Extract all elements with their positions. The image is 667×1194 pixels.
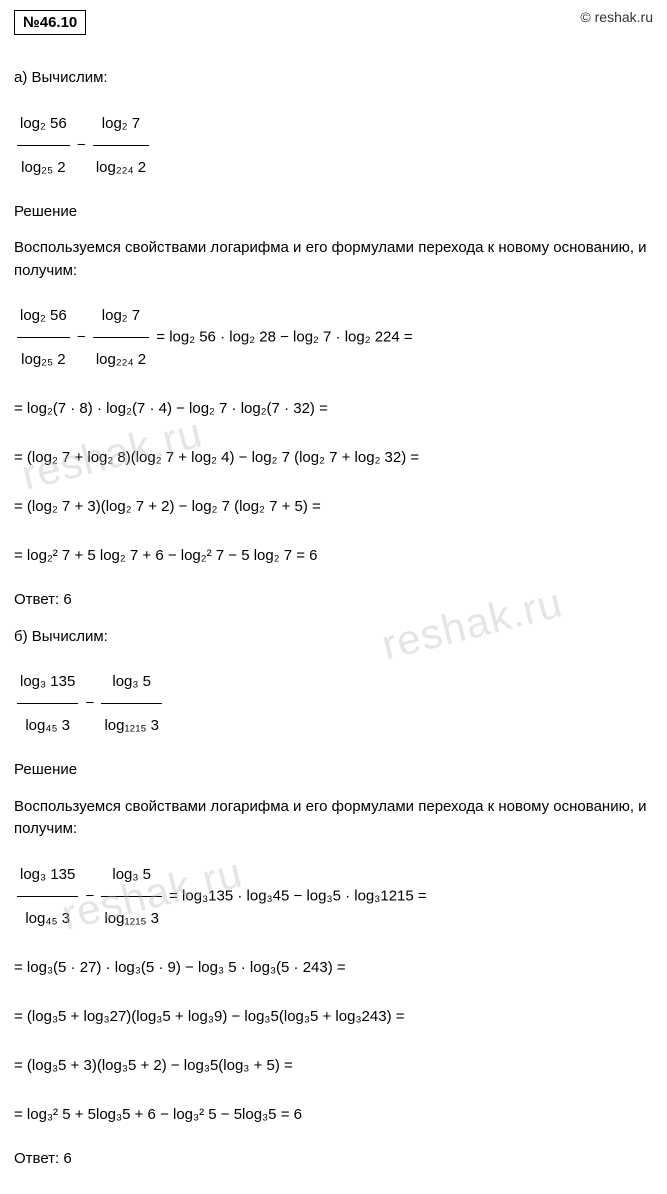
a-step2: = log₂(7 · 8) · log₂(7 · 4) − log₂ 7 · l… bbox=[14, 389, 653, 428]
b-step1-frac2-num: log₃ 5 bbox=[101, 855, 162, 896]
a-prompt: а) Вычислим: bbox=[14, 67, 653, 90]
b-answer: Ответ: 6 bbox=[14, 1148, 653, 1171]
b-step5: = log₃² 5 + 5log₃5 + 6 − log₃² 5 − 5log₃… bbox=[14, 1095, 653, 1134]
a-step4: = (log₂ 7 + 3)(log₂ 7 + 2) − log₂ 7 (log… bbox=[14, 487, 653, 526]
b-step1-rhs: = log₃135 · log₃45 − log₃5 · log₃1215 = bbox=[169, 887, 427, 904]
b-solution-label: Решение bbox=[14, 759, 653, 782]
b-step1: log₃ 135 log₄₅ 3 − log₃ 5 log₁₂₁₅ 3 = lo… bbox=[14, 855, 653, 938]
b-step1-frac2: log₃ 5 log₁₂₁₅ 3 bbox=[101, 855, 162, 938]
a-frac1: log₂ 56 log₂₅ 2 bbox=[17, 104, 70, 187]
page: №46.10 © reshak.ru а) Вычислим: log₂ 56 … bbox=[0, 0, 667, 1194]
a-frac1-den: log₂₅ 2 bbox=[17, 145, 70, 187]
b-frac2-num: log₃ 5 bbox=[101, 662, 162, 703]
a-step1: log₂ 56 log₂₅ 2 − log₂ 7 log₂₂₄ 2 = log₂… bbox=[14, 296, 653, 379]
a-step1-rhs: = log₂ 56 · log₂ 28 − log₂ 7 · log₂ 224 … bbox=[156, 328, 412, 345]
a-solution-label: Решение bbox=[14, 201, 653, 224]
b-step4: = (log₃5 + 3)(log₃5 + 2) − log₃5(log₃ + … bbox=[14, 1046, 653, 1085]
b-solution-text: Воспользуемся свойствами логарифма и его… bbox=[14, 796, 653, 841]
a-frac2-num: log₂ 7 bbox=[93, 104, 149, 145]
a-answer: Ответ: 6 bbox=[14, 589, 653, 612]
copyright: © reshak.ru bbox=[580, 9, 653, 25]
a-expression: log₂ 56 log₂₅ 2 − log₂ 7 log₂₂₄ 2 bbox=[14, 104, 653, 187]
problem-number-box: №46.10 bbox=[14, 10, 86, 35]
a-step1-frac1: log₂ 56 log₂₅ 2 bbox=[17, 296, 70, 379]
a-step1-frac2-num: log₂ 7 bbox=[93, 296, 149, 337]
a-step1-frac2-den: log₂₂₄ 2 bbox=[93, 337, 149, 379]
b-minus: − bbox=[86, 694, 99, 711]
problem-number: №46.10 bbox=[23, 14, 77, 31]
a-step1-frac1-num: log₂ 56 bbox=[17, 296, 70, 337]
b-step1-frac1: log₃ 135 log₄₅ 3 bbox=[17, 855, 78, 938]
a-step1-minus: − bbox=[77, 328, 90, 345]
b-step1-frac1-den: log₄₅ 3 bbox=[17, 896, 78, 938]
a-step1-frac1-den: log₂₅ 2 bbox=[17, 337, 70, 379]
b-frac2: log₃ 5 log₁₂₁₅ 3 bbox=[101, 662, 162, 745]
b-expression: log₃ 135 log₄₅ 3 − log₃ 5 log₁₂₁₅ 3 bbox=[14, 662, 653, 745]
a-step3: = (log₂ 7 + log₂ 8)(log₂ 7 + log₂ 4) − l… bbox=[14, 438, 653, 477]
b-step1-minus: − bbox=[86, 887, 99, 904]
b-frac1-num: log₃ 135 bbox=[17, 662, 78, 703]
a-solution-text: Воспользуемся свойствами логарифма и его… bbox=[14, 237, 653, 282]
b-frac2-den: log₁₂₁₅ 3 bbox=[101, 703, 162, 745]
b-step2: = log₃(5 · 27) · log₃(5 · 9) − log₃ 5 · … bbox=[14, 948, 653, 987]
b-prompt: б) Вычислим: bbox=[14, 626, 653, 649]
b-frac1: log₃ 135 log₄₅ 3 bbox=[17, 662, 78, 745]
a-step1-frac2: log₂ 7 log₂₂₄ 2 bbox=[93, 296, 149, 379]
a-frac2-den: log₂₂₄ 2 bbox=[93, 145, 149, 187]
a-minus: − bbox=[77, 136, 90, 153]
a-frac2: log₂ 7 log₂₂₄ 2 bbox=[93, 104, 149, 187]
b-step1-frac2-den: log₁₂₁₅ 3 bbox=[101, 896, 162, 938]
b-frac1-den: log₄₅ 3 bbox=[17, 703, 78, 745]
a-step5: = log₂² 7 + 5 log₂ 7 + 6 − log₂² 7 − 5 l… bbox=[14, 536, 653, 575]
b-step1-frac1-num: log₃ 135 bbox=[17, 855, 78, 896]
b-step3: = (log₃5 + log₃27)(log₃5 + log₃9) − log₃… bbox=[14, 997, 653, 1036]
a-frac1-num: log₂ 56 bbox=[17, 104, 70, 145]
